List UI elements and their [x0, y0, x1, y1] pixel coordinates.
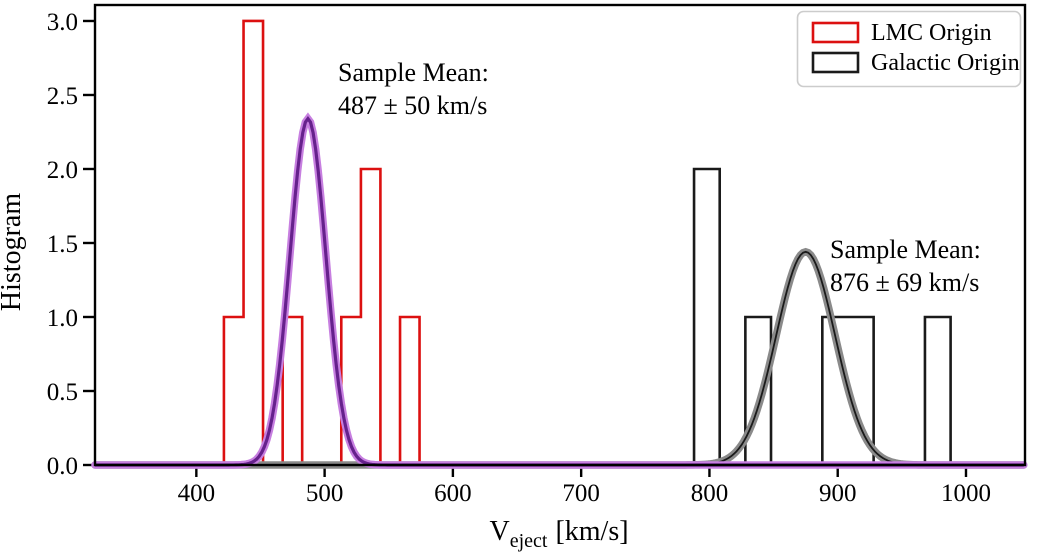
- x-axis-title-subscript: eject: [510, 530, 548, 552]
- x-tick-label: 700: [562, 480, 600, 507]
- y-tick-label: 1.5: [47, 231, 78, 258]
- legend-label-lmc: LMC Origin: [871, 20, 992, 46]
- x-axis-title-unit: [km/s]: [555, 516, 628, 547]
- y-tick-label: 0.5: [47, 379, 78, 406]
- lmc-mean-line2: 487 ± 50 km/s: [338, 91, 487, 120]
- legend-swatch-lmc: [811, 21, 860, 44]
- y-tick-label: 1.0: [47, 305, 78, 332]
- x-tick-label: 400: [178, 480, 216, 507]
- galactic-mean-line2: 876 ± 69 km/s: [830, 268, 979, 297]
- x-axis-title-v: V: [489, 516, 509, 547]
- y-tick-label: 2.0: [47, 157, 78, 184]
- legend-swatch-galactic: [811, 51, 860, 74]
- galactic-mean-line1: Sample Mean:: [830, 235, 981, 264]
- axis-ticks: 400 500 600 700 800 900 1000 0.0 0.5 1.0 1.5 2.0 2.5…: [47, 9, 991, 507]
- x-tick-label: 1000: [941, 480, 991, 507]
- y-tick-label: 0.0: [47, 453, 78, 480]
- x-axis-title: Veject [km/s]: [489, 516, 628, 552]
- legend: LMC Origin Galactic Origin: [796, 10, 1022, 88]
- y-tick-label: 2.5: [47, 83, 78, 110]
- lmc-mean-annotation: Sample Mean: 487 ± 50 km/s: [338, 58, 489, 120]
- y-axis-title: Histogram: [0, 193, 27, 311]
- x-tick-label: 600: [434, 480, 472, 507]
- x-tick-label: 800: [691, 480, 729, 507]
- y-tick-label: 3.0: [47, 9, 78, 36]
- lmc-mean-line1: Sample Mean:: [338, 58, 489, 87]
- plot-spines: [93, 3, 1027, 467]
- x-tick-label: 900: [819, 480, 857, 507]
- legend-label-galactic: Galactic Origin: [871, 50, 1020, 76]
- series-galactic-origin: [692, 167, 952, 467]
- galactic-mean-annotation: Sample Mean: 876 ± 69 km/s: [830, 235, 981, 297]
- x-tick-label: 500: [306, 480, 344, 507]
